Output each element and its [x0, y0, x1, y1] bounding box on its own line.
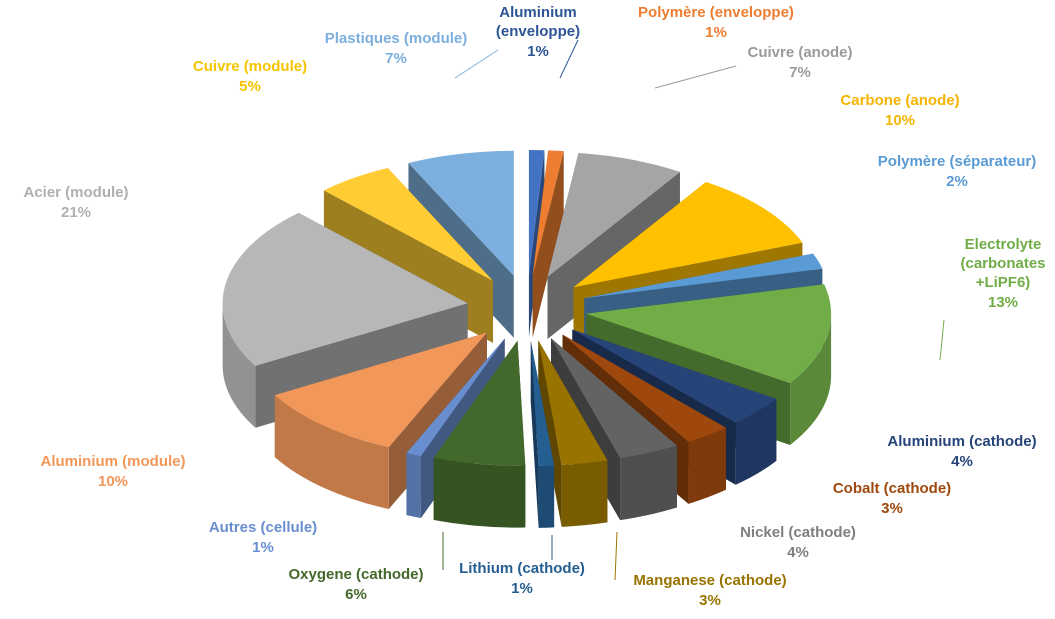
- slice-label: Aluminium (module) 10%: [41, 453, 186, 490]
- slice-label: Polymère (enveloppe) 1%: [638, 4, 794, 41]
- slice-side-wall: [538, 340, 562, 527]
- slice-value-label: 1%: [252, 539, 274, 556]
- slice-rim: [406, 453, 421, 519]
- leader-line: [559, 39, 579, 79]
- leader-line: [614, 531, 618, 581]
- slice-label: Electrolyte (carbonates +LiPF6) 13%: [960, 236, 1045, 311]
- pie-slice: [408, 150, 514, 276]
- slice-value-label: 1%: [511, 580, 533, 597]
- slice-value-label: 21%: [61, 204, 91, 221]
- slice-value-label: 2%: [946, 173, 968, 190]
- pie-slice: [222, 212, 468, 366]
- slice-value-label: 5%: [239, 78, 261, 95]
- label-leader-lines: [442, 39, 945, 581]
- slice-rim: [735, 398, 777, 485]
- leader-line: [939, 319, 945, 361]
- pie-slice: [573, 182, 803, 288]
- slice-label: Manganese (cathode) 3%: [633, 572, 786, 609]
- slice-value-label: 10%: [885, 112, 915, 129]
- slice-rim: [274, 395, 389, 510]
- slice-rim: [561, 460, 608, 527]
- pie-slice: [433, 340, 526, 466]
- slice-rim: [790, 313, 832, 445]
- slice-label: Cobalt (cathode) 3%: [833, 480, 951, 517]
- slice-rim: [222, 303, 256, 428]
- slice-side-wall: [532, 151, 564, 338]
- pie-slice: [586, 284, 832, 383]
- slice-label: Aluminium (enveloppe) 1%: [496, 4, 580, 60]
- slice-value-label: 1%: [705, 24, 727, 41]
- slice-label: Polymère (séparateur) 2%: [878, 153, 1036, 190]
- leader-line: [454, 49, 499, 79]
- pie-slice: [551, 338, 677, 459]
- pie-slice: [323, 167, 493, 281]
- slice-label: Plastiques (module) 7%: [325, 30, 468, 67]
- slice-value-label: 4%: [951, 453, 973, 470]
- slice-label: Cuivre (module) 5%: [193, 58, 307, 95]
- pie-slice: [530, 340, 555, 466]
- slice-label: Carbone (anode) 10%: [840, 92, 959, 129]
- slice-rim: [620, 445, 677, 521]
- pie-slice: [274, 332, 487, 448]
- slice-label: Cuivre (anode) 7%: [747, 44, 852, 81]
- leader-line: [654, 65, 737, 89]
- slice-label: Lithium (cathode) 1%: [459, 560, 585, 597]
- pie-slice: [572, 329, 777, 423]
- pie-slice: [532, 150, 564, 276]
- slice-side-wall: [530, 340, 539, 528]
- pie-slice: [584, 253, 823, 299]
- pie-slice: [528, 150, 545, 276]
- slice-rim: [688, 427, 726, 504]
- slice-value-label: 10%: [98, 473, 128, 490]
- slice-side-wall: [406, 338, 505, 516]
- slice-label: Oxygene (cathode) 6%: [288, 566, 423, 603]
- pie-slice: [547, 152, 680, 277]
- slice-value-label: 3%: [881, 500, 903, 517]
- slice-rim: [538, 465, 555, 528]
- slice-rim: [433, 458, 526, 528]
- slice-label: Nickel (cathode) 4%: [740, 524, 856, 561]
- slice-value-label: 7%: [789, 64, 811, 81]
- slice-label: Aluminium (cathode) 4%: [887, 433, 1036, 470]
- slice-value-label: 3%: [699, 592, 721, 609]
- slice-label: Autres (cellule) 1%: [209, 519, 317, 556]
- slice-value-label: 1%: [527, 43, 549, 60]
- pie-slice: [406, 338, 505, 457]
- slice-value-label: 13%: [988, 294, 1018, 311]
- pie-slice: [562, 334, 726, 442]
- slice-labels: Aluminium (enveloppe) 1% Polymère (envelopp…: [23, 4, 1045, 609]
- slice-value-label: 7%: [385, 50, 407, 67]
- pie-slice: [538, 340, 608, 465]
- slice-value-label: 6%: [345, 586, 367, 603]
- slice-label: Acier (module) 21%: [23, 184, 128, 221]
- pie-slice-tops: [222, 150, 832, 466]
- slice-value-label: 4%: [787, 544, 809, 561]
